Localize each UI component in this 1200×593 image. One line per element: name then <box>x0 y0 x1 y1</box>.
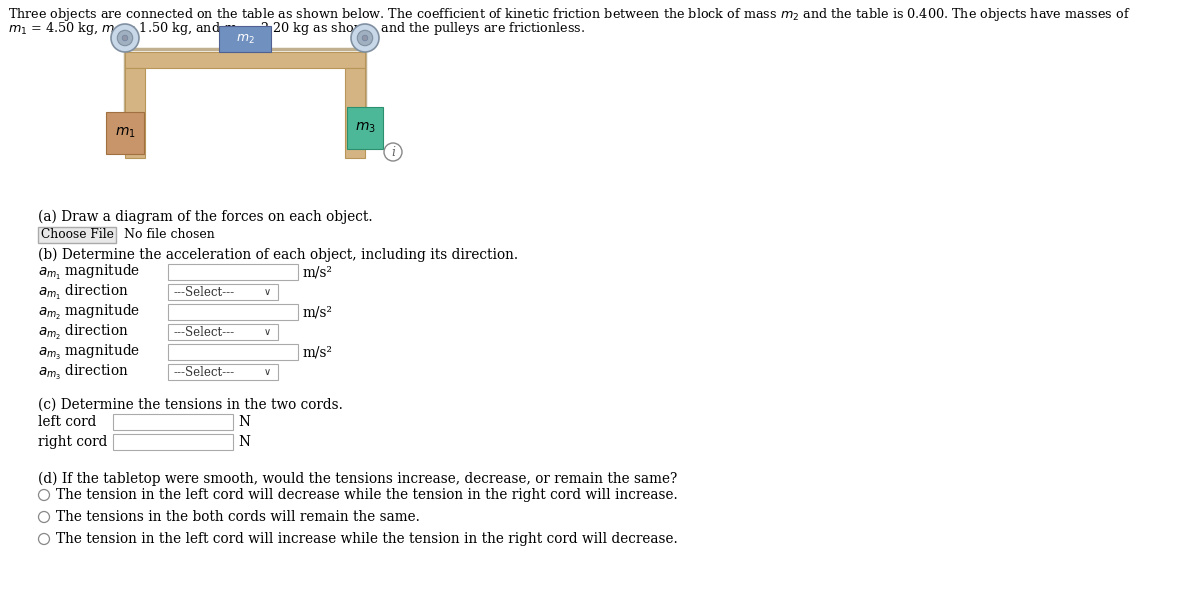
Text: ---Select---: ---Select--- <box>174 326 235 339</box>
Text: ∨: ∨ <box>264 367 271 377</box>
Bar <box>168 284 278 300</box>
Bar <box>168 304 298 320</box>
Circle shape <box>118 30 133 46</box>
Text: Choose File: Choose File <box>41 228 114 241</box>
Bar <box>106 112 144 154</box>
Text: The tension in the left cord will increase while the tension in the right cord w: The tension in the left cord will increa… <box>56 532 678 546</box>
Text: m/s²: m/s² <box>302 265 332 279</box>
Text: $m_1$ = 4.50 kg, $m_2$ = 1.50 kg, and $m_3$ = 2.20 kg as shown, and the pulleys : $m_1$ = 4.50 kg, $m_2$ = 1.50 kg, and $m… <box>8 20 586 37</box>
Circle shape <box>358 30 373 46</box>
Text: $a_{m_2}$ magnitude: $a_{m_2}$ magnitude <box>38 302 140 321</box>
Circle shape <box>122 35 128 41</box>
Bar <box>113 434 233 450</box>
Text: ---Select---: ---Select--- <box>174 365 235 378</box>
Text: left cord: left cord <box>38 415 96 429</box>
Text: (b) Determine the acceleration of each object, including its direction.: (b) Determine the acceleration of each o… <box>38 248 518 262</box>
Text: $a_{m_1}$ direction: $a_{m_1}$ direction <box>38 282 128 301</box>
Circle shape <box>112 24 139 52</box>
Text: $m_3$: $m_3$ <box>354 121 376 135</box>
Circle shape <box>384 143 402 161</box>
Bar <box>168 364 278 380</box>
Text: Three objects are connected on the table as shown below. The coefficient of kine: Three objects are connected on the table… <box>8 6 1130 23</box>
Circle shape <box>38 512 49 522</box>
Text: (d) If the tabletop were smooth, would the tensions increase, decrease, or remai: (d) If the tabletop were smooth, would t… <box>38 472 677 486</box>
Bar <box>125 52 365 68</box>
Text: N: N <box>238 435 250 449</box>
Circle shape <box>352 24 379 52</box>
Bar <box>168 264 298 280</box>
Bar <box>346 68 365 158</box>
Text: m/s²: m/s² <box>302 345 332 359</box>
Text: The tension in the left cord will decrease while the tension in the right cord w: The tension in the left cord will decrea… <box>56 488 678 502</box>
Circle shape <box>38 489 49 500</box>
Text: $m_2$: $m_2$ <box>235 33 254 46</box>
Text: $a_{m_3}$ direction: $a_{m_3}$ direction <box>38 362 128 381</box>
Text: $a_{m_1}$ magnitude: $a_{m_1}$ magnitude <box>38 263 140 282</box>
Text: ---Select---: ---Select--- <box>174 285 235 298</box>
Text: (a) Draw a diagram of the forces on each object.: (a) Draw a diagram of the forces on each… <box>38 210 373 224</box>
Text: m/s²: m/s² <box>302 305 332 319</box>
Text: right cord: right cord <box>38 435 107 449</box>
Text: The tensions in the both cords will remain the same.: The tensions in the both cords will rema… <box>56 510 420 524</box>
Text: i: i <box>391 145 395 158</box>
Text: (c) Determine the tensions in the two cords.: (c) Determine the tensions in the two co… <box>38 398 343 412</box>
Text: ∨: ∨ <box>264 327 271 337</box>
Bar <box>168 324 278 340</box>
Text: $a_{m_2}$ direction: $a_{m_2}$ direction <box>38 323 128 342</box>
Circle shape <box>38 534 49 544</box>
Bar <box>168 344 298 360</box>
Circle shape <box>362 35 368 41</box>
Text: ∨: ∨ <box>264 287 271 297</box>
Bar <box>125 68 145 158</box>
Text: N: N <box>238 415 250 429</box>
Bar <box>220 26 271 52</box>
Bar <box>113 414 233 430</box>
Text: $m_1$: $m_1$ <box>115 126 136 140</box>
Text: $a_{m_3}$ magnitude: $a_{m_3}$ magnitude <box>38 343 140 362</box>
Bar <box>347 107 383 149</box>
Bar <box>38 227 116 243</box>
Text: No file chosen: No file chosen <box>124 228 215 241</box>
